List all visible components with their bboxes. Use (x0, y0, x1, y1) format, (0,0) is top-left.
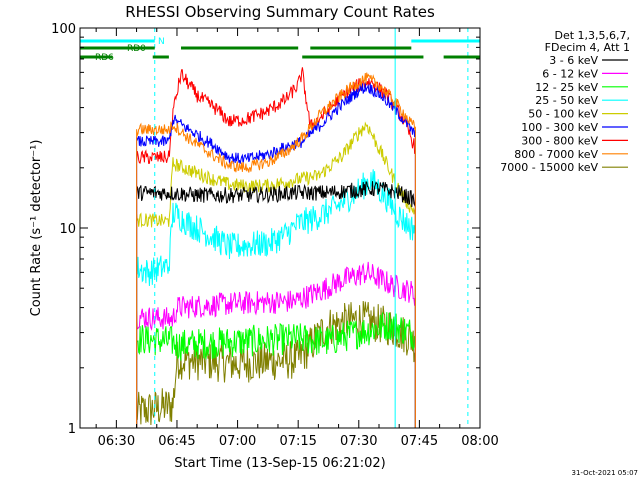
legend-header-line-2: FDecim 4, Att 1 (545, 41, 630, 54)
series-line-6 (136, 67, 416, 428)
band-label-0: N (158, 37, 165, 47)
x-axis-label: Start Time (13-Sep-15 06:21:02) (174, 456, 385, 471)
legend-label-8: 7000 - 15000 keV (500, 161, 598, 174)
date-stamp: 31-Oct-2021 05:07 (572, 469, 638, 477)
y-tick-label-2: 100 (51, 22, 76, 37)
band-1-segment-0 (80, 46, 155, 50)
x-tick-label-2: 07:00 (219, 434, 256, 449)
series-line-3 (136, 169, 416, 428)
y-axis-label: Count Rate (s⁻¹ detector⁻¹) (29, 140, 44, 317)
legend-label-4: 50 - 100 keV (528, 108, 598, 121)
band-label-2: RD6 (95, 53, 114, 63)
legend-label-3: 25 - 50 keV (535, 94, 598, 107)
legend-label-2: 12 - 25 keV (535, 81, 598, 94)
x-tick-label-0: 06:30 (98, 434, 135, 449)
y-tick-label-0: 1 (68, 422, 76, 437)
band-2-segment-3 (443, 55, 480, 59)
x-tick-label-6: 08:00 (461, 434, 498, 449)
plot-area: N RD0 RD6 (79, 28, 480, 428)
legend-label-5: 100 - 300 keV (521, 121, 598, 134)
band-0-segment-0 (80, 39, 155, 43)
band-2-segment-2 (302, 55, 424, 59)
legend-label-1: 6 - 12 keV (542, 67, 598, 80)
band-1-segment-2 (310, 46, 412, 50)
band-2-segment-1 (152, 55, 169, 59)
axes: 06:30 06:45 07:00 07:15 07:30 07:45 08:00 1 10 10… (51, 22, 499, 449)
band-0-segment-1 (411, 39, 480, 43)
series-line-7 (136, 72, 416, 428)
band-label-1: RD0 (127, 44, 146, 54)
legend: Det 1,3,5,6,7, FDecim 4, Att 1 3 - 6 keV… (500, 29, 630, 174)
series-line-5 (136, 82, 416, 428)
y-tick-label-1: 10 (59, 222, 76, 237)
band-1-segment-1 (181, 46, 299, 50)
series-line-0 (136, 181, 416, 428)
legend-label-6: 300 - 800 keV (521, 134, 598, 147)
x-tick-label-5: 07:45 (401, 434, 438, 449)
legend-header-line-1: Det 1,3,5,6,7, (554, 29, 630, 42)
plot-frame (79, 27, 481, 429)
x-tick-label-4: 07:30 (340, 434, 377, 449)
series-line-1 (136, 261, 416, 428)
series-line-2 (136, 312, 416, 428)
x-tick-label-3: 07:15 (279, 434, 316, 449)
x-tick-label-1: 06:45 (158, 434, 195, 449)
band-2-segment-0 (80, 55, 113, 59)
chart-title: RHESSI Observing Summary Count Rates (125, 3, 435, 21)
legend-label-7: 800 - 7000 keV (514, 148, 598, 161)
legend-label-0: 3 - 6 keV (549, 54, 598, 67)
series-line-8 (136, 300, 416, 428)
